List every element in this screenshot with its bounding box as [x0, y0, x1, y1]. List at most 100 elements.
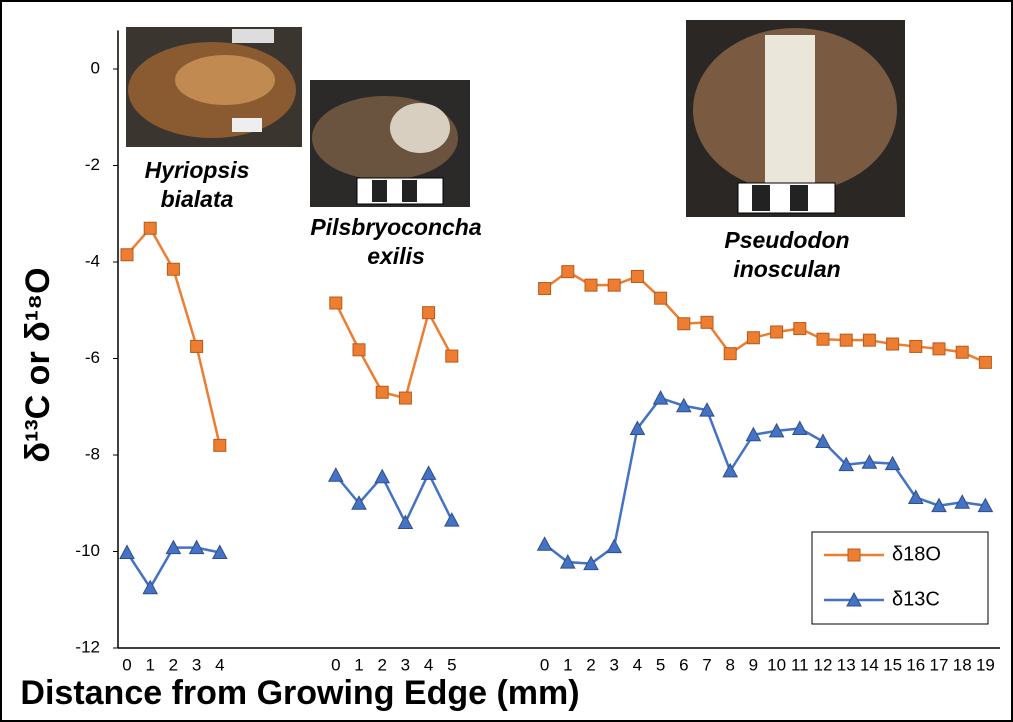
x-tick-label: 4 — [633, 655, 642, 674]
marker — [352, 343, 366, 357]
x-tick-label: 18 — [953, 655, 972, 674]
x-tick-label: 14 — [860, 655, 879, 674]
x-tick-label: 0 — [331, 655, 340, 674]
x-tick-label: 2 — [377, 655, 386, 674]
x-tick-label: 12 — [814, 655, 833, 674]
x-tick-label: 3 — [401, 655, 410, 674]
marker — [120, 248, 134, 262]
x-tick-label: 9 — [749, 655, 758, 674]
annotation: Pilsbryoconcha — [310, 214, 481, 240]
marker — [839, 333, 853, 347]
annotation: Hyriopsis — [145, 157, 250, 183]
marker — [886, 337, 900, 351]
marker — [723, 347, 737, 361]
marker — [374, 468, 391, 484]
marker — [770, 325, 784, 339]
y-tick-label: -10 — [75, 541, 100, 560]
marker — [861, 454, 878, 469]
x-tick-label: 16 — [906, 655, 925, 674]
marker — [955, 345, 969, 359]
marker — [978, 355, 992, 369]
x-tick-label: 3 — [609, 655, 618, 674]
marker — [213, 438, 227, 452]
marker — [932, 342, 946, 356]
legend-marker — [847, 548, 861, 562]
marker — [375, 385, 389, 399]
legend-label: δ13C — [892, 588, 940, 610]
marker — [536, 536, 553, 551]
x-tick-label: 19 — [976, 655, 995, 674]
photo-hyriopsis — [126, 27, 302, 147]
marker — [815, 433, 831, 448]
marker — [722, 462, 739, 478]
marker — [190, 339, 204, 353]
marker — [397, 514, 414, 530]
x-tick-label: 1 — [354, 655, 363, 674]
marker — [583, 555, 599, 571]
photo-pseudodon — [686, 20, 905, 217]
marker — [768, 422, 785, 438]
x-tick-label: 0 — [122, 655, 131, 674]
x-tick-label: 8 — [725, 655, 734, 674]
y-axis-label: δ¹³C or δ¹⁸O — [19, 267, 57, 462]
marker — [142, 579, 159, 595]
y-tick-label: -2 — [85, 155, 100, 174]
marker — [629, 420, 646, 435]
x-tick-label: 5 — [447, 655, 456, 674]
marker — [675, 397, 692, 413]
marker — [862, 333, 876, 347]
x-tick-label: 5 — [656, 655, 665, 674]
marker — [884, 455, 901, 471]
y-tick-label: -8 — [85, 444, 100, 463]
x-tick-label: 3 — [192, 655, 201, 674]
marker — [700, 315, 714, 329]
marker — [677, 317, 691, 331]
legend-label: δ18O — [892, 543, 941, 565]
x-tick-label: 2 — [169, 655, 178, 674]
x-tick-label: 1 — [145, 655, 154, 674]
x-axis-label: Distance from Growing Edge (mm) — [20, 674, 579, 712]
marker — [420, 465, 437, 480]
marker — [606, 538, 623, 554]
x-tick-label: 7 — [702, 655, 711, 674]
marker — [166, 262, 180, 276]
y-tick-label: 0 — [91, 58, 100, 77]
x-tick-label: 4 — [424, 655, 433, 674]
annotation: inosculan — [733, 256, 840, 282]
marker — [538, 282, 552, 296]
y-tick-label: -4 — [85, 251, 100, 270]
marker — [838, 456, 855, 472]
marker — [165, 539, 182, 555]
marker — [398, 391, 412, 405]
legend-box — [811, 531, 989, 625]
marker — [119, 544, 135, 559]
marker — [188, 539, 205, 555]
annotation: Pseudodon — [724, 227, 849, 253]
marker — [907, 489, 924, 504]
x-tick-label: 1 — [563, 655, 572, 674]
x-tick-label: 10 — [767, 655, 786, 674]
marker — [445, 349, 459, 363]
marker — [816, 332, 830, 346]
marker — [909, 339, 923, 353]
marker — [559, 554, 576, 569]
marker — [699, 402, 715, 417]
marker — [327, 467, 344, 482]
marker — [977, 497, 994, 513]
marker — [561, 265, 575, 279]
marker — [422, 306, 436, 320]
annotation: exilis — [367, 243, 425, 269]
marker — [607, 278, 621, 292]
y-tick-label: -12 — [75, 637, 100, 656]
marker — [793, 322, 807, 336]
marker — [143, 221, 157, 235]
x-tick-label: 11 — [791, 655, 809, 674]
x-tick-label: 2 — [586, 655, 595, 674]
marker — [443, 512, 460, 527]
annotation: bialata — [161, 186, 234, 212]
marker — [630, 269, 644, 283]
marker — [654, 291, 668, 305]
marker — [351, 495, 367, 510]
marker — [329, 296, 343, 310]
